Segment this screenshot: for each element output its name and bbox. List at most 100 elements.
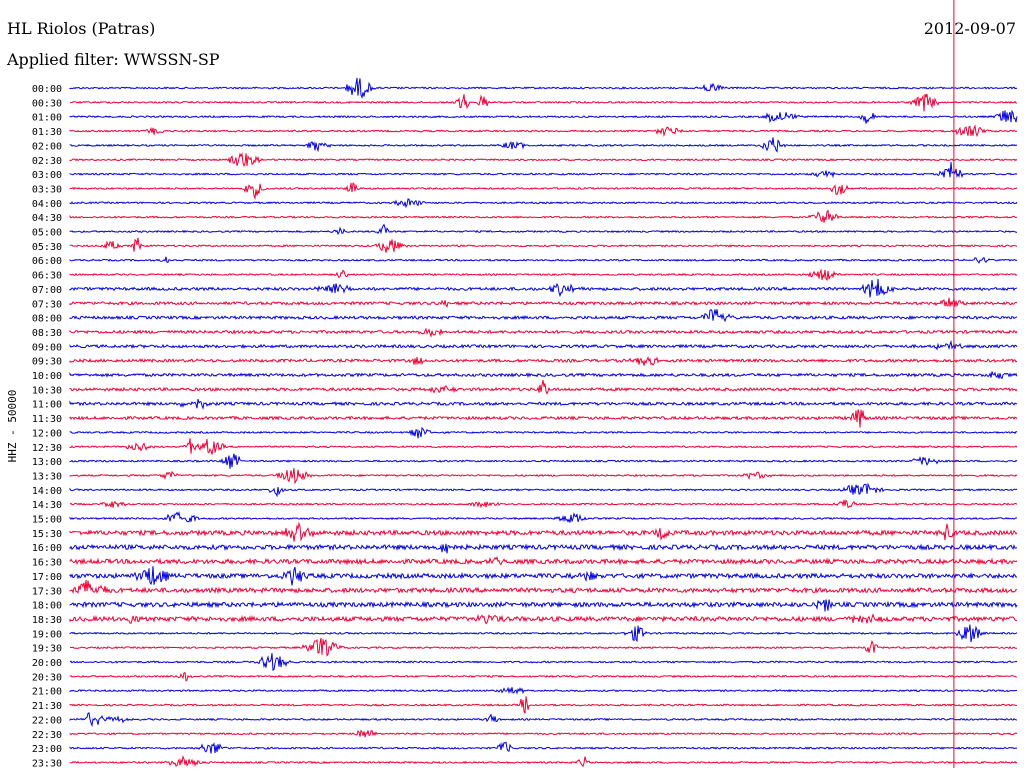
tick-label-0100: 01:00 — [32, 113, 62, 124]
tick-label-0030: 00:30 — [32, 98, 62, 109]
trace-2130 — [69, 696, 1018, 714]
trace-0800 — [69, 309, 1018, 323]
trace-2000 — [69, 653, 1018, 672]
tick-label-0400: 04:00 — [32, 199, 62, 210]
tick-label-0230: 02:30 — [32, 156, 62, 167]
filter-label: Applied filter: WWSSN-SP — [7, 50, 220, 69]
tick-label-1630: 16:30 — [32, 558, 62, 569]
tick-label-0700: 07:00 — [32, 285, 62, 296]
tick-label-2000: 20:00 — [32, 658, 62, 669]
trace-1430 — [69, 498, 1018, 509]
trace-1530 — [69, 521, 1018, 542]
tick-label-1430: 14:30 — [32, 500, 62, 511]
trace-0330 — [69, 182, 1018, 201]
trace-1500 — [69, 510, 1017, 523]
tick-label-2100: 21:00 — [32, 687, 62, 698]
trace-0100 — [69, 109, 1018, 124]
trace-1700 — [69, 566, 1018, 586]
tick-label-1500: 15:00 — [32, 515, 62, 526]
trace-1730 — [69, 579, 1018, 595]
trace-1200 — [69, 426, 1018, 439]
tick-label-1700: 17:00 — [32, 572, 62, 583]
tick-label-1730: 17:30 — [32, 586, 62, 597]
tick-label-1800: 18:00 — [32, 601, 62, 612]
trace-2230 — [69, 729, 1018, 738]
tick-label-0630: 06:30 — [32, 271, 62, 282]
station-title: HL Riolos (Patras) — [7, 19, 156, 38]
trace-0000 — [69, 77, 1018, 100]
tick-label-2200: 22:00 — [32, 715, 62, 726]
trace-1000 — [69, 371, 1018, 380]
trace-1230 — [69, 438, 1018, 455]
tick-label-1330: 13:30 — [32, 471, 62, 482]
tick-label-0530: 05:30 — [32, 242, 62, 253]
tick-label-2230: 22:30 — [32, 730, 62, 741]
tick-label-2030: 20:30 — [32, 672, 62, 683]
tick-label-1030: 10:30 — [32, 385, 62, 396]
tick-label-2130: 21:30 — [32, 701, 62, 712]
trace-0200 — [69, 137, 1018, 153]
trace-0400 — [69, 198, 1018, 209]
y-axis-label: HHZ - 50000 — [6, 390, 19, 463]
tick-label-0430: 04:30 — [32, 213, 62, 224]
tick-label-0830: 08:30 — [32, 328, 62, 339]
tick-label-0300: 03:00 — [32, 170, 62, 181]
tick-label-1230: 12:30 — [32, 443, 62, 454]
tick-label-0500: 05:00 — [32, 228, 62, 239]
tick-label-1130: 11:30 — [32, 414, 62, 425]
trace-0900 — [69, 339, 1018, 351]
trace-0530 — [69, 237, 1018, 253]
tick-label-0930: 09:30 — [32, 357, 62, 368]
trace-0630 — [69, 268, 1018, 282]
trace-1830 — [69, 613, 1018, 625]
trace-0430 — [69, 209, 1018, 223]
trace-0030 — [69, 93, 1018, 112]
tick-label-1300: 13:00 — [32, 457, 62, 468]
tick-label-1000: 10:00 — [32, 371, 62, 382]
trace-0930 — [69, 356, 1018, 366]
trace-1600 — [69, 543, 1018, 554]
trace-2330 — [69, 755, 1018, 768]
trace-0730 — [69, 297, 1018, 308]
trace-1030 — [69, 380, 1018, 395]
trace-1330 — [69, 468, 1018, 485]
trace-2300 — [69, 741, 1018, 754]
tick-label-0600: 06:00 — [32, 256, 62, 267]
trace-0300 — [69, 162, 1018, 179]
trace-1900 — [69, 624, 1018, 643]
tick-label-2330: 23:30 — [32, 758, 62, 769]
trace-2100 — [69, 686, 1018, 695]
trace-1630 — [69, 555, 1018, 566]
trace-0700 — [69, 278, 1018, 298]
tick-label-1830: 18:30 — [32, 615, 62, 626]
tick-label-0000: 00:00 — [32, 84, 62, 95]
trace-1100 — [69, 398, 1018, 411]
trace-2200 — [69, 712, 1018, 728]
tick-label-0130: 01:30 — [32, 127, 62, 138]
trace-1930 — [69, 637, 1018, 657]
tick-label-1400: 14:00 — [32, 486, 62, 497]
tick-label-0200: 02:00 — [32, 141, 62, 152]
tick-label-1100: 11:00 — [32, 400, 62, 411]
trace-0830 — [69, 327, 1018, 338]
trace-0600 — [69, 256, 1018, 264]
tick-label-1530: 15:30 — [32, 529, 62, 540]
trace-1800 — [69, 599, 1018, 612]
tick-label-0730: 07:30 — [32, 299, 62, 310]
tick-label-1600: 16:00 — [32, 543, 62, 554]
trace-0130 — [69, 124, 1018, 138]
trace-2030 — [69, 671, 1018, 682]
tick-label-1900: 19:00 — [32, 629, 62, 640]
tick-label-0800: 08:00 — [32, 314, 62, 325]
trace-0230 — [69, 152, 1018, 167]
trace-1400 — [69, 482, 1018, 498]
tick-label-1930: 19:30 — [32, 644, 62, 655]
tick-label-0900: 09:00 — [32, 342, 62, 353]
trace-1300 — [69, 453, 1018, 469]
date-label: 2012-09-07 — [923, 19, 1016, 38]
tick-label-1200: 12:00 — [32, 428, 62, 439]
tick-label-0330: 03:30 — [32, 184, 62, 195]
tick-label-2300: 23:00 — [32, 744, 62, 755]
trace-0500 — [69, 223, 1017, 236]
